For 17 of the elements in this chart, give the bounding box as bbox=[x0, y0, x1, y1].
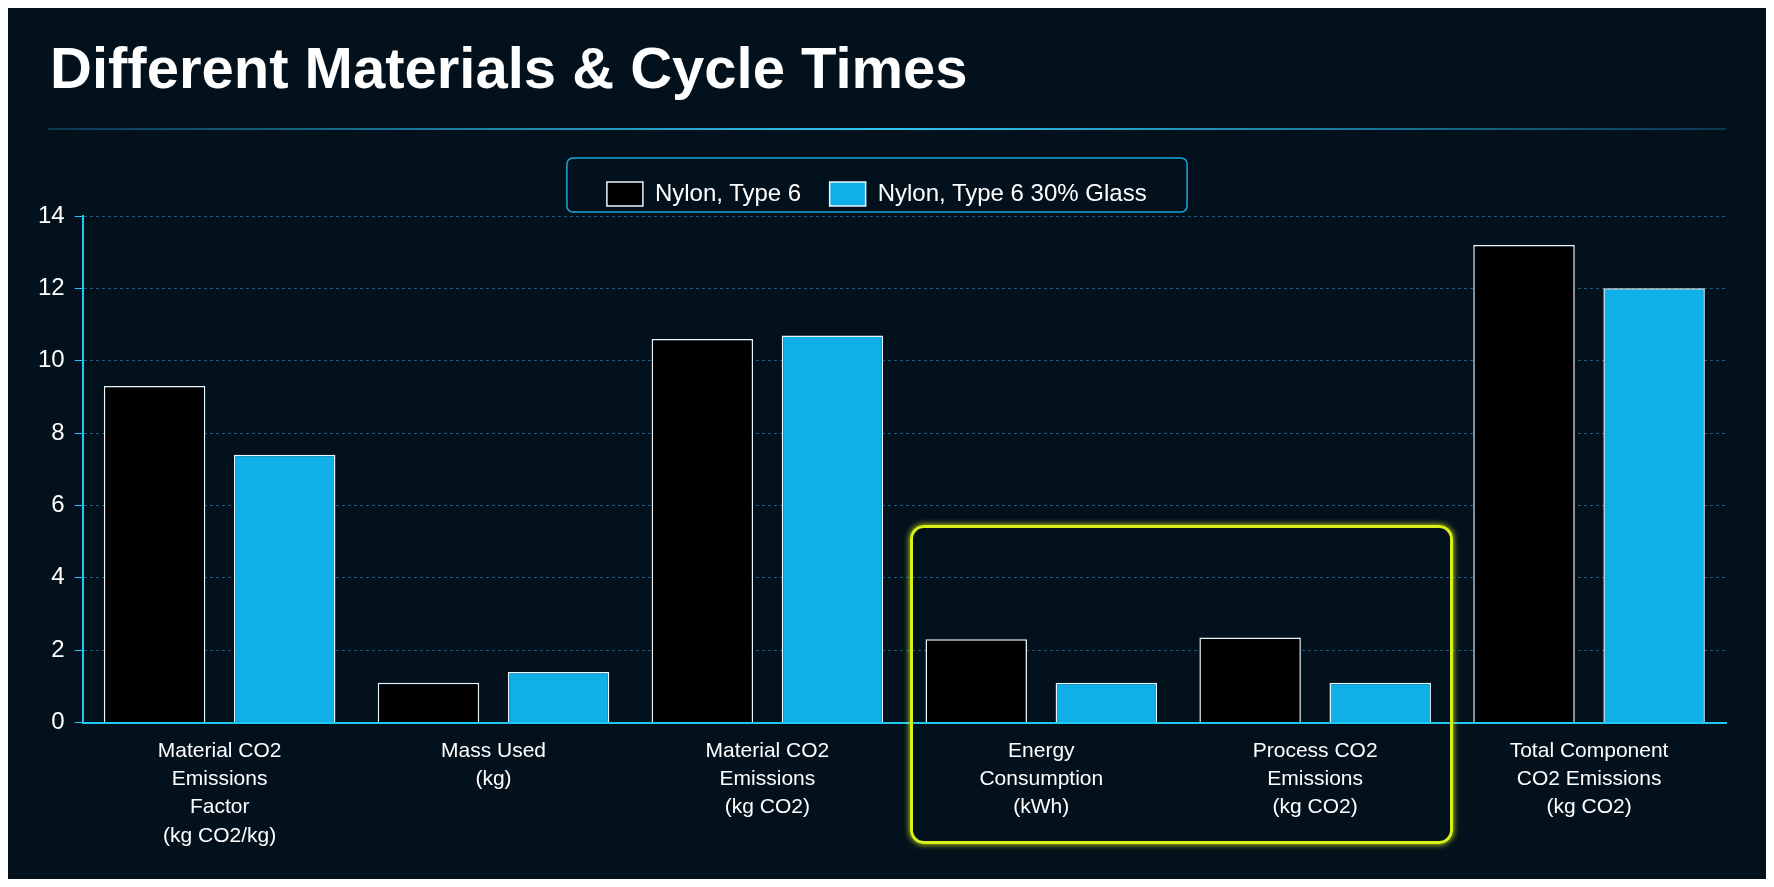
x-tick-label: Material CO2 Emissions Factor (kg CO2/kg) bbox=[157, 737, 282, 846]
y-tick-label: 14 bbox=[37, 200, 65, 228]
legend-label: Nylon, Type 6 bbox=[654, 178, 802, 206]
y-tick-label: 8 bbox=[51, 417, 65, 445]
legend-label: Nylon, Type 6 30% Glass bbox=[877, 178, 1147, 206]
x-tick-label: Process CO2 Emissions (kg CO2) bbox=[1252, 737, 1378, 818]
y-tick-label: 4 bbox=[51, 562, 65, 590]
x-tick-label: Material CO2 Emissions (kg CO2) bbox=[705, 737, 830, 818]
y-tick-label: 0 bbox=[51, 707, 65, 735]
y-tick-label: 2 bbox=[51, 634, 65, 662]
x-tick-label: Energy Consumption (kWh) bbox=[979, 737, 1104, 818]
y-tick-label: 12 bbox=[37, 273, 65, 300]
y-tick-label: 6 bbox=[51, 490, 65, 518]
x-tick-label: Total Component CO2 Emissions (kg CO2) bbox=[1509, 737, 1669, 818]
y-tick-label: 10 bbox=[37, 345, 65, 373]
x-tick-label: Mass Used (kg) bbox=[441, 737, 547, 789]
chart-title: Different Materials & Cycle Times bbox=[49, 34, 969, 102]
